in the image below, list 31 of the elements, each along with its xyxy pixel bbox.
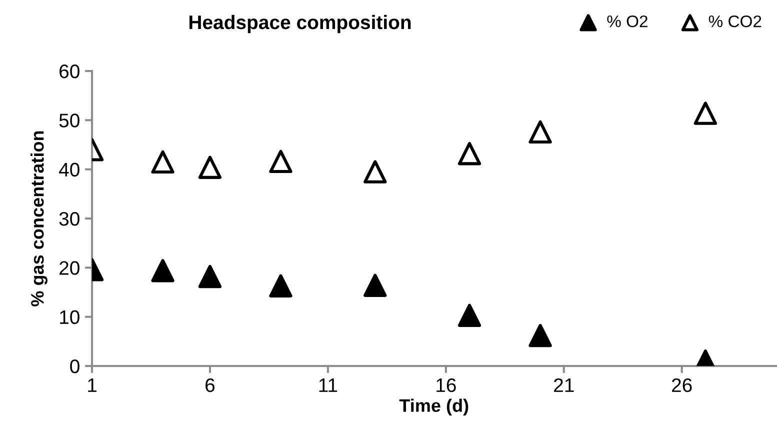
legend-label: % CO2 — [708, 15, 762, 28]
x-tick-label: 26 — [672, 378, 692, 392]
legend-label: % O2 — [607, 15, 648, 28]
point — [364, 274, 387, 297]
point — [528, 120, 552, 144]
x-tick-label: 21 — [554, 378, 574, 392]
point — [198, 264, 222, 288]
point — [198, 156, 222, 179]
point — [269, 150, 292, 174]
point — [458, 304, 482, 327]
y-axis-title: % gas concentration — [30, 131, 48, 306]
y-tick-label: 40 — [59, 162, 80, 177]
y-tick-label: 60 — [60, 64, 80, 78]
y-tick-label: 10 — [60, 310, 80, 324]
x-tick-label: 16 — [436, 378, 456, 392]
point — [694, 102, 718, 125]
y-tick-label: 50 — [59, 114, 80, 128]
point — [151, 150, 174, 174]
point — [458, 142, 482, 166]
point — [269, 274, 292, 298]
y-tick-label: 30 — [59, 212, 80, 226]
chart-title: Headspace composition — [189, 14, 411, 34]
y-tick-label: 0 — [70, 359, 80, 374]
y-tick-label: 20 — [60, 261, 80, 275]
x-tick-label: 11 — [319, 378, 338, 392]
point — [151, 259, 174, 282]
point — [528, 324, 552, 348]
x-tick-label: 1 — [88, 378, 96, 392]
point — [364, 160, 387, 184]
x-tick-label: 6 — [206, 378, 215, 392]
x-axis-title: Time (d) — [399, 398, 468, 416]
